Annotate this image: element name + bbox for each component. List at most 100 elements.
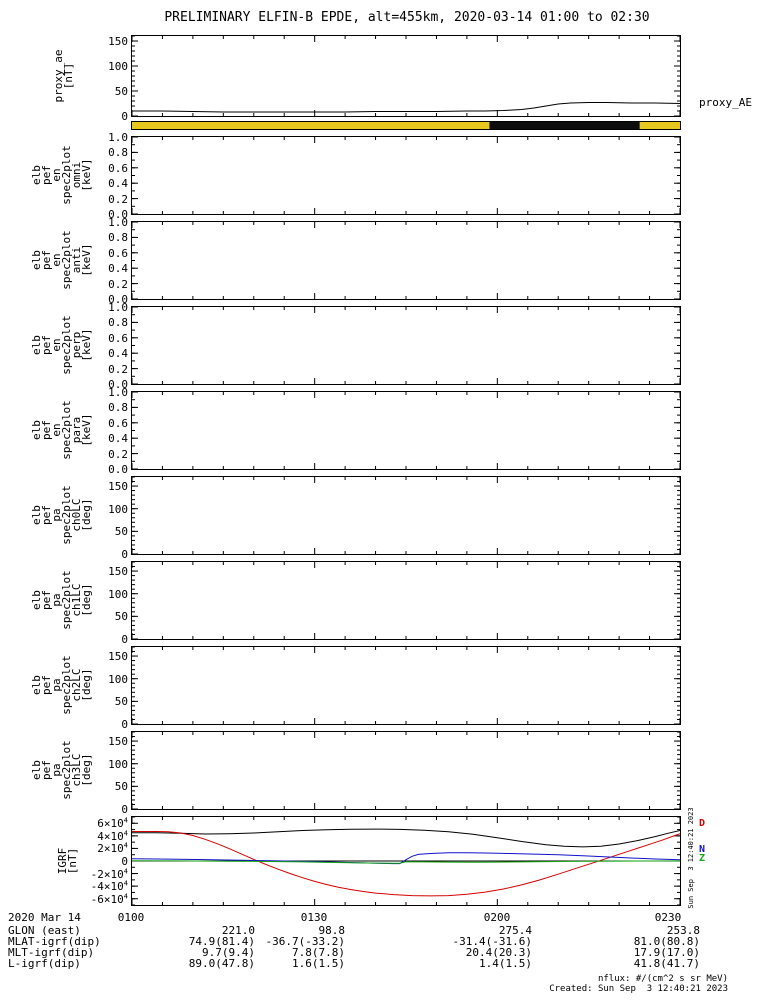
x-tick-0200: 0200	[483, 911, 511, 924]
y-tick-label: 150	[108, 735, 128, 749]
panel-canvas	[132, 137, 680, 214]
panel-canvas	[132, 817, 680, 905]
panel-canvas	[132, 122, 680, 129]
footer-row-label: L-igrf(dip)	[8, 957, 81, 970]
y-tick-label: 0.6	[108, 246, 128, 260]
footer-value: 7.8(7.8)	[292, 946, 345, 959]
panel-canvas	[132, 392, 680, 469]
y-tick-label: 0.8	[108, 401, 128, 415]
ylabel-en-anti: elb pef en spec2plot anti [keV]	[30, 230, 93, 290]
y-tick-label: 1.0	[108, 216, 128, 229]
date-label: 2020 Mar 14	[8, 911, 81, 924]
panel-canvas	[132, 36, 680, 116]
footer-value: 41.8(41.7)	[633, 957, 700, 970]
y-tick-label: 50	[114, 525, 128, 539]
footer-value: 98.8	[318, 924, 346, 937]
y-tick-label: 0	[121, 855, 128, 868]
panel-canvas	[132, 647, 680, 724]
panel-en-omni: 0.0 0.2 0.4 0.6 0.8 1.0	[108, 132, 681, 220]
y-tick-label: 0.2	[108, 192, 128, 206]
y-tick-label: 0.2	[108, 362, 128, 376]
footer-value: -36.7(-33.2)	[265, 935, 345, 948]
y-tick-label: 0.2	[108, 277, 128, 291]
footer-value: 1.6(1.5)	[292, 957, 345, 970]
igrf-d-label: D	[699, 818, 706, 829]
footer-value: 89.0(47.8)	[188, 957, 255, 970]
ylabel-pa-ch1lc: elb pef pa spec2plot ch1LC [deg]	[30, 570, 93, 630]
created-note: Created: Sun Sep 3 12:40:21 2023	[549, 984, 728, 994]
ylabel-igrf: IGRF [nT]	[56, 847, 79, 875]
y-tick-label: 0.0	[108, 378, 128, 391]
y-tick-label: 0.0	[108, 208, 128, 221]
y-tick-label: -2×104	[90, 866, 128, 881]
y-tick-label: 0.6	[108, 161, 128, 175]
ylabel-pa-ch3lc: elb pef pa spec2plot ch3LC [deg]	[30, 740, 93, 800]
y-tick-label: 150	[108, 35, 128, 48]
y-tick-label: 0.0	[108, 293, 128, 306]
ylabel-pa-ch2lc: elb pef pa spec2plot ch2LC [deg]	[30, 655, 93, 715]
igrf-z-label: Z	[699, 853, 706, 864]
ylabel-en-omni: elb pef en spec2plot omni [keV]	[30, 145, 93, 205]
y-tick-label: 1.0	[108, 131, 128, 144]
y-tick-label: 0	[121, 633, 128, 646]
y-tick-label: 150	[108, 565, 128, 579]
y-tick-label: 0.4	[108, 262, 128, 276]
footer-row-mlat: MLAT-igrf(dip) 74.9(81.4) -36.7(-33.2) -…	[0, 935, 775, 948]
footer-row-glon: GLON (east) 221.0 98.8 275.4 253.8	[0, 924, 775, 937]
y-tick-label: 0.4	[108, 347, 128, 361]
y-tick-label: 2×104	[97, 841, 128, 856]
ylabel-en-perp: elb pef en spec2plot perp [keV]	[30, 315, 93, 375]
y-tick-label: 0.0	[108, 463, 128, 476]
footer-value: 74.9(81.4)	[188, 935, 255, 948]
y-tick-label: 50	[114, 695, 128, 709]
panel-canvas	[132, 477, 680, 554]
x-tick-0130: 0130	[300, 911, 328, 924]
panel-en-perp: 0.0 0.2 0.4 0.6 0.8 1.0	[108, 302, 681, 390]
panel-igrf: 6×104 4×104 2×104 0 -2×104 -4×104 -6×104	[91, 816, 681, 906]
y-tick-label: 50	[114, 85, 128, 98]
panel-canvas	[132, 562, 680, 639]
y-tick-label: 100	[108, 60, 128, 73]
panel-pa-ch2lc: 0 50 100 150	[108, 646, 681, 730]
y-tick-label: 0.6	[108, 416, 128, 430]
plot-title: PRELIMINARY ELFIN-B EPDE, alt=455km, 202…	[164, 10, 650, 25]
y-tick-label: 0	[121, 718, 128, 731]
footer-row-label: MLAT-igrf(dip)	[8, 935, 101, 948]
panel-canvas	[132, 732, 680, 809]
y-tick-label: 100	[108, 672, 128, 686]
y-tick-label: 0.8	[108, 316, 128, 330]
footer-value: 9.7(9.4)	[202, 946, 255, 959]
y-tick-label: 0.6	[108, 331, 128, 345]
y-tick-label: 0	[121, 110, 128, 123]
y-tick-label: 0.2	[108, 447, 128, 461]
footer-value: 221.0	[221, 924, 255, 937]
y-tick-label: 100	[108, 502, 128, 516]
panel-en-anti: 0.0 0.2 0.4 0.6 0.8 1.0	[108, 217, 681, 305]
panel-proxy-ae: 0 50 100 150	[108, 35, 681, 122]
y-tick-label: 50	[114, 610, 128, 624]
panel-pa-ch0lc: 0 50 100 150	[108, 476, 681, 560]
y-tick-label: 0.4	[108, 177, 128, 191]
footer-value: 81.0(80.8)	[633, 935, 700, 948]
y-tick-label: 4×104	[97, 829, 128, 843]
vertical-timestamp: Sun Sep 3 12:40:21 2023	[687, 807, 695, 909]
y-tick-label: 50	[114, 780, 128, 794]
x-tick-0100: 0100	[117, 911, 145, 924]
y-tick-label: 0	[121, 548, 128, 561]
nflux-note: nflux: #/(cm^2 s sr MeV)	[597, 974, 728, 984]
footer-row-mlt: MLT-igrf(dip) 9.7(9.4) 7.8(7.8) 20.4(20.…	[0, 946, 775, 959]
x-axis-row: 2020 Mar 14 0100 0130 0200 0230	[0, 911, 775, 924]
y-tick-label: 100	[108, 587, 128, 601]
y-tick-label: 0.8	[108, 231, 128, 245]
footer-value: 20.4(20.3)	[465, 946, 532, 959]
y-tick-label: 0.4	[108, 432, 128, 446]
y-tick-label: 100	[108, 757, 128, 771]
footer-row-label: GLON (east)	[8, 924, 81, 937]
footer-value: 1.4(1.5)	[479, 957, 532, 970]
y-tick-label: -4×104	[90, 879, 128, 894]
panel-canvas	[132, 307, 680, 384]
panel-pa-ch1lc: 0 50 100 150	[108, 561, 681, 645]
footer-value: 253.8	[666, 924, 700, 937]
igrf-n-label: N	[699, 844, 706, 855]
